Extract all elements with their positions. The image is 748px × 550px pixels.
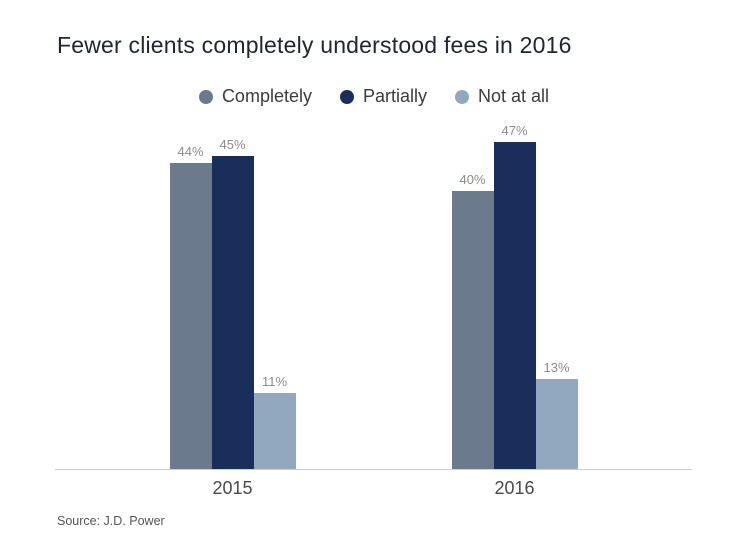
plot-area: 44% 45% 11% 2015 40% 47% 13% 2016 [55, 123, 692, 498]
bar-partially-2016 [493, 142, 536, 469]
bar-column-not-at-all-2015: 11% [253, 139, 296, 469]
legend-dot-not-at-all [455, 89, 470, 104]
x-axis-label-2015: 2015 [212, 478, 253, 498]
source-note: Source: J.D. Power [57, 514, 165, 528]
bar-value-label: 44% [177, 144, 204, 160]
legend-dot-partially [339, 89, 354, 104]
legend-label-completely: Completely [221, 86, 312, 106]
chart-title: Fewer clients completely understood fees… [57, 32, 572, 58]
legend-item-not-at-all: Not at all [455, 86, 549, 107]
legend-item-partially: Partially [339, 86, 428, 107]
bar-column-partially-2015: 45% [211, 137, 254, 469]
legend-label-not-at-all: Not at all [478, 86, 550, 106]
bar-value-label: 11% [261, 373, 288, 389]
legend-label-partially: Partially [362, 86, 428, 106]
bar-not-at-all-2015 [253, 392, 296, 469]
bar-not-at-all-2016 [535, 378, 578, 469]
bar-column-partially-2016: 47% [493, 123, 536, 469]
bar-value-label: 13% [543, 359, 570, 375]
legend-item-completely: Completely [198, 86, 312, 107]
bar-column-not-at-all-2016: 13% [535, 139, 578, 469]
bar-value-label: 40% [459, 172, 486, 188]
bar-value-label: 45% [219, 137, 246, 153]
bar-column-completely-2015: 44% [169, 139, 212, 469]
x-axis-label-2016: 2016 [494, 478, 535, 498]
bar-partially-2015 [211, 156, 254, 469]
legend: Completely Partially Not at all [0, 86, 748, 107]
bar-column-completely-2016: 40% [451, 139, 494, 469]
bar-completely-2015 [169, 163, 212, 469]
legend-dot-completely [198, 89, 213, 104]
bar-value-label: 47% [501, 123, 528, 139]
bar-group-2016: 40% 47% 13% 2016 [451, 123, 578, 498]
bar-group-2015: 44% 45% 11% 2015 [169, 137, 296, 498]
bar-completely-2016 [451, 191, 494, 469]
